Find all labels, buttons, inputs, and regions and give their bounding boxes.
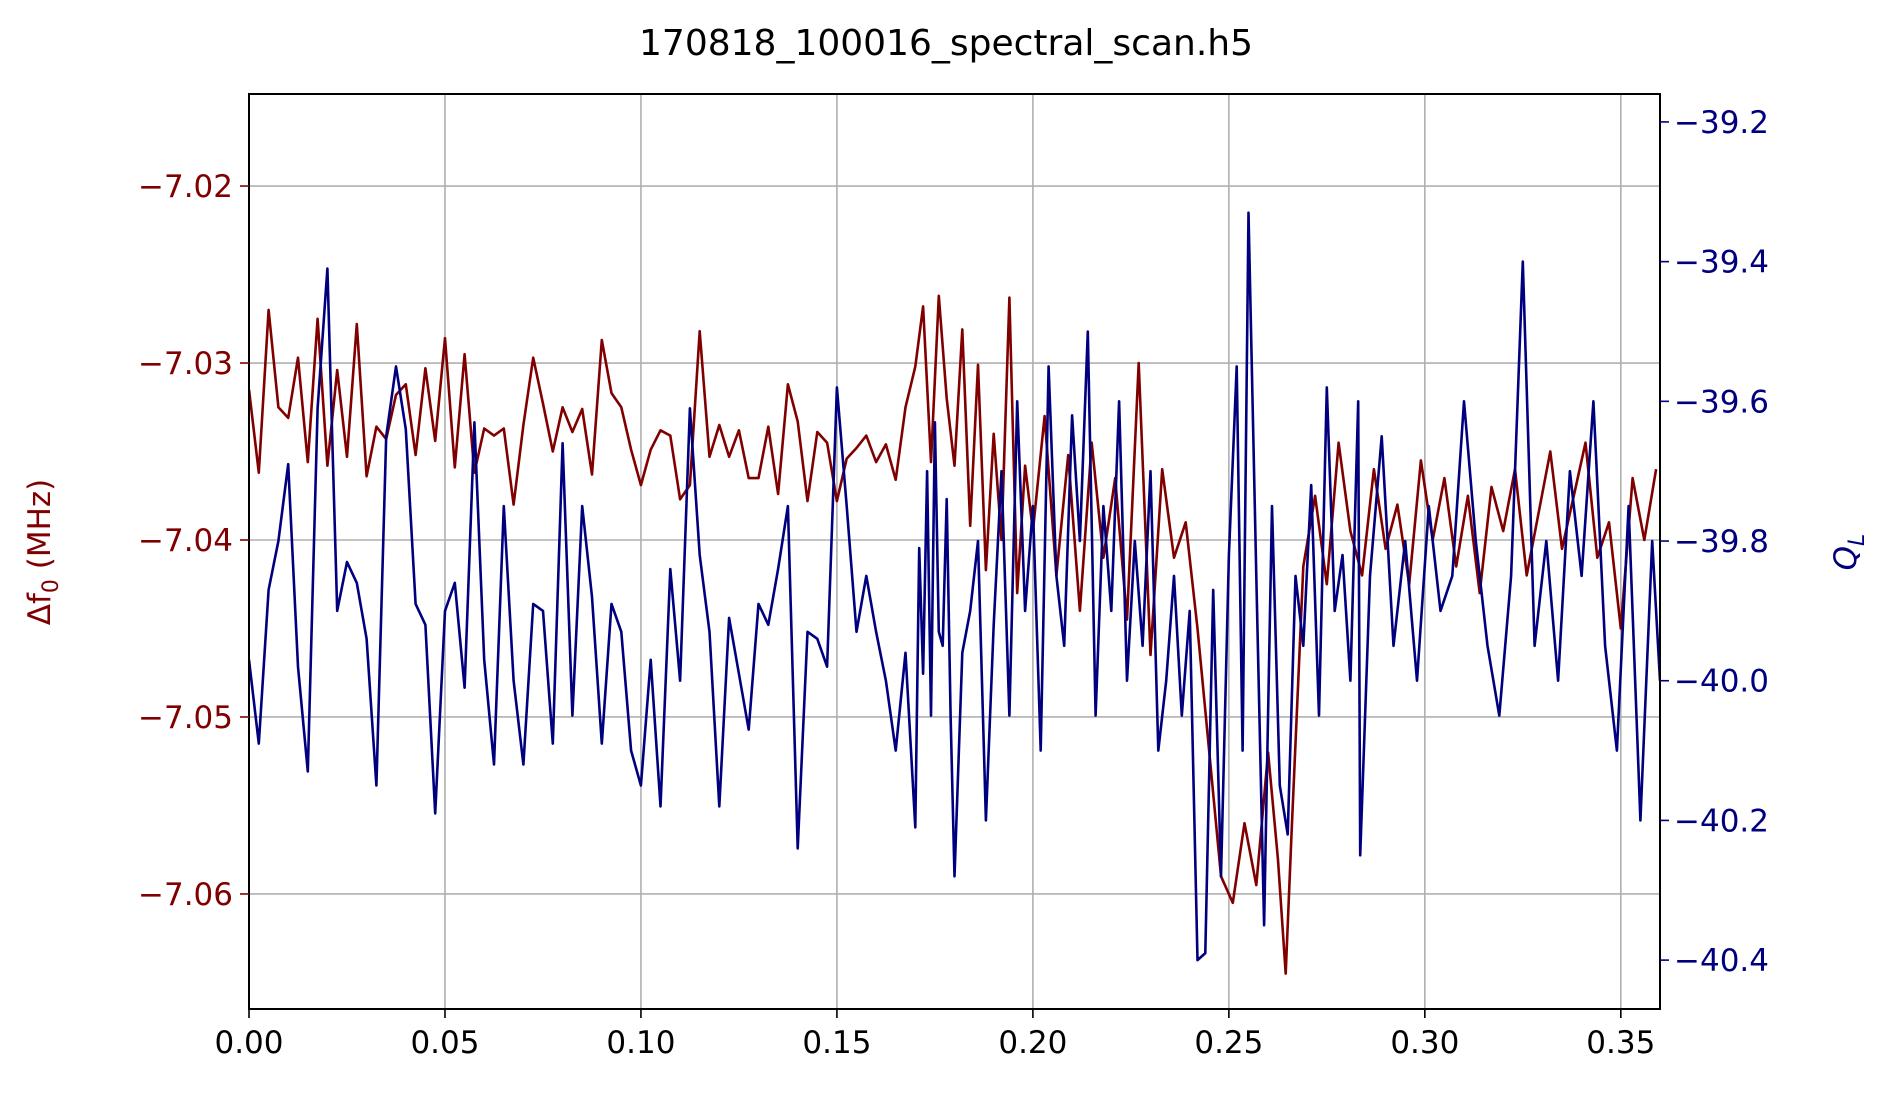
plot-frame xyxy=(248,93,1661,1010)
right-y-tick-label: −40.0 xyxy=(1674,664,1769,700)
x-tick-label: 0.15 xyxy=(802,1025,871,1061)
right-y-tick-label: −39.6 xyxy=(1674,384,1769,420)
right-axis-title-main: Q xyxy=(1828,546,1864,570)
right-y-tick-label: −39.2 xyxy=(1674,105,1769,141)
chart-title: 170818_100016_spectral_scan.h5 xyxy=(639,23,1253,64)
left-y-tick-label: −7.02 xyxy=(138,169,233,205)
x-tick-label: 0.20 xyxy=(998,1025,1067,1061)
right-y-tick-label: −39.8 xyxy=(1674,524,1769,560)
left-y-axis: −7.02 −7.03 −7.04 −7.05 −7.06 xyxy=(138,169,249,913)
x-tick-label: 0.35 xyxy=(1586,1025,1655,1061)
right-axis-title-sub: L xyxy=(1845,534,1870,546)
left-y-tick-label: −7.04 xyxy=(138,523,233,559)
right-y-tick-label: −40.2 xyxy=(1674,803,1769,839)
x-tick-label: 0.30 xyxy=(1390,1025,1459,1061)
plot-area xyxy=(249,211,1660,975)
left-axis-title-sub: 0 xyxy=(39,579,64,593)
left-axis-title-rest: (MHz) xyxy=(22,479,58,579)
x-tick-label: 0.05 xyxy=(410,1025,479,1061)
left-axis-title-main: Δf xyxy=(22,592,58,625)
x-tick-label: 0.10 xyxy=(606,1025,675,1061)
x-tick-label: 0.00 xyxy=(214,1025,283,1061)
right-y-tick-label: −40.4 xyxy=(1674,943,1769,979)
left-axis-title: Δf0 (MHz) xyxy=(22,479,64,626)
right-y-axis: −39.2 −39.4 −39.6 −39.8 −40.0 −40.2 −40.4 xyxy=(1660,105,1769,979)
right-axis-title: QL xyxy=(1828,534,1870,571)
x-tick-label: 0.25 xyxy=(1194,1025,1263,1061)
left-y-tick-label: −7.03 xyxy=(138,346,233,382)
left-y-tick-label: −7.05 xyxy=(138,700,233,736)
right-y-tick-label: −39.4 xyxy=(1674,245,1769,281)
x-axis: 0.00 0.05 0.10 0.15 0.20 0.25 0.30 0.35 xyxy=(214,1009,1655,1061)
left-y-tick-label: −7.06 xyxy=(138,877,233,913)
series-line-ql xyxy=(249,211,1660,962)
